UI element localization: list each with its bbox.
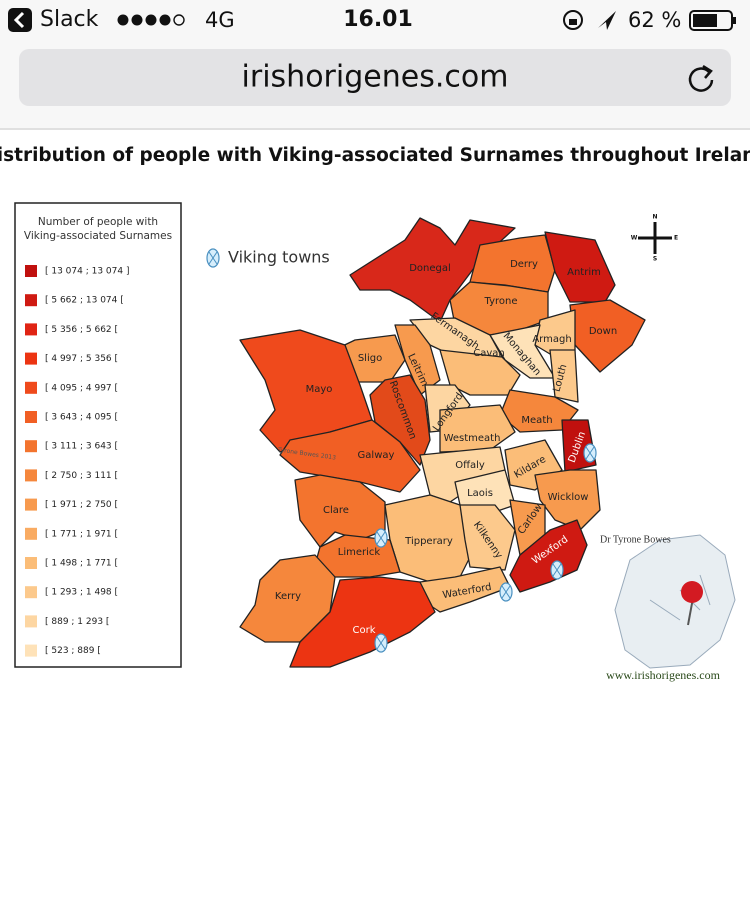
legend-swatch (25, 527, 37, 540)
legend-label: [ 13 074 ; 13 074 ] (45, 267, 129, 277)
legend-label: [ 5 662 ; 13 074 [ (45, 296, 124, 306)
compass-letter: S (653, 256, 657, 263)
county-label: Limerick (338, 547, 381, 558)
legend-label: [ 523 ; 889 [ (45, 646, 101, 656)
county (294, 474, 386, 548)
county-label: Down (589, 326, 617, 337)
county-label: Laois (467, 488, 493, 499)
legend-swatch (25, 294, 37, 307)
compass (638, 222, 672, 254)
status-icons (563, 10, 616, 30)
legend-label: [ 1 971 ; 2 750 [ (45, 500, 118, 510)
battery-icon (689, 10, 733, 31)
county-label: Donegal (409, 263, 451, 274)
county-label: Tyrone (484, 296, 518, 307)
map: Donegal DerryAntrimTyroneDownArmaghFerman… (239, 217, 646, 668)
legend-swatch (25, 644, 37, 657)
inset-map (614, 534, 736, 669)
compass-letter: W (631, 235, 638, 242)
county-label: Cork (352, 625, 375, 636)
viking-town-cross (501, 585, 511, 599)
legend-label: [ 3 643 ; 4 095 [ (45, 413, 118, 423)
viking-town-cross (585, 446, 595, 460)
legend-items: Number of people with Viking-associated S… (24, 216, 172, 657)
viking-town-cross (208, 251, 218, 265)
compass-letter: N (652, 214, 657, 221)
inset-author: Dr Tyrone Bowes (600, 534, 671, 545)
legend-label: [ 5 356 ; 5 662 [ (45, 325, 118, 335)
viking-town-cross (376, 636, 386, 650)
county-label: Galway (358, 450, 395, 461)
legend-label: [ 889 ; 1 293 [ (45, 617, 109, 627)
reload-icon[interactable] (688, 67, 714, 92)
legend-label: [ 1 771 ; 1 971 [ (45, 529, 118, 539)
reload-arrow (702, 64, 713, 79)
legend-label: [ 1 293 ; 1 498 [ (45, 588, 118, 598)
legend-label: [ 4 095 ; 4 997 [ (45, 383, 118, 393)
compass-labels: N W E S (631, 214, 678, 263)
legend-swatch (25, 586, 37, 599)
county (369, 374, 431, 466)
legend-swatch (25, 323, 37, 336)
back-arrow (13, 11, 25, 29)
legend (14, 202, 182, 668)
county (279, 419, 421, 493)
status-time: 16.01 (343, 7, 413, 32)
legend-label: [ 2 750 ; 3 111 [ (45, 471, 118, 481)
key-label: Viking towns (228, 248, 330, 267)
county (459, 504, 516, 571)
county (394, 324, 441, 396)
county-label: Offaly (455, 460, 485, 471)
status-battery: 62 % (628, 8, 681, 32)
legend-swatch (25, 469, 37, 482)
legend-swatch (25, 440, 37, 453)
legend-swatch (25, 615, 37, 628)
legend-swatch (25, 411, 37, 423)
county-label: Tipperary (404, 536, 453, 547)
compass-letter: E (674, 235, 678, 242)
status-app[interactable]: Slack (40, 7, 99, 32)
battery-tip (733, 17, 736, 24)
legend-label: [ 4 997 ; 5 356 [ (45, 354, 118, 364)
battery-level (693, 14, 717, 27)
signal (117, 14, 185, 26)
legend-label: [ 3 111 ; 3 643 [ (45, 442, 118, 452)
inset-website[interactable]: www.irishorigenes.com (606, 668, 721, 682)
county (549, 349, 579, 403)
county-label: Wicklow (548, 492, 589, 503)
legend-swatch (25, 352, 37, 365)
legend-swatch (25, 557, 37, 569)
status-network: 4G (205, 8, 235, 32)
county-label: Meath (521, 415, 552, 426)
county-label: Armagh (532, 334, 571, 345)
county-label: Cavan (473, 348, 505, 359)
legend-title: Number of people with Viking-associated S… (24, 216, 172, 242)
county-label: Westmeath (444, 433, 501, 444)
county (439, 404, 516, 453)
back-to-app[interactable] (8, 8, 32, 32)
county (509, 519, 588, 593)
legend-label: [ 1 498 ; 1 771 [ (45, 559, 118, 569)
legend-swatch (25, 381, 37, 394)
county-label: Sligo (358, 353, 382, 364)
map-title: Distribution of people with Viking-assoc… (0, 145, 750, 166)
key (206, 248, 597, 653)
legend-swatch (25, 498, 37, 511)
pin-head (681, 581, 703, 603)
county-label: Mayo (306, 384, 333, 395)
viking-town-cross (376, 531, 386, 545)
county-label: Kerry (275, 591, 301, 602)
county-label: Clare (323, 505, 349, 516)
address-bar[interactable] (19, 49, 731, 106)
county (289, 576, 436, 668)
viking-town-cross (552, 563, 562, 577)
county-label: Antrim (567, 267, 601, 278)
county-label: Derry (510, 259, 538, 270)
county (534, 469, 601, 531)
url[interactable]: irishorigenes.com (242, 60, 509, 95)
legend-swatch (25, 265, 37, 277)
